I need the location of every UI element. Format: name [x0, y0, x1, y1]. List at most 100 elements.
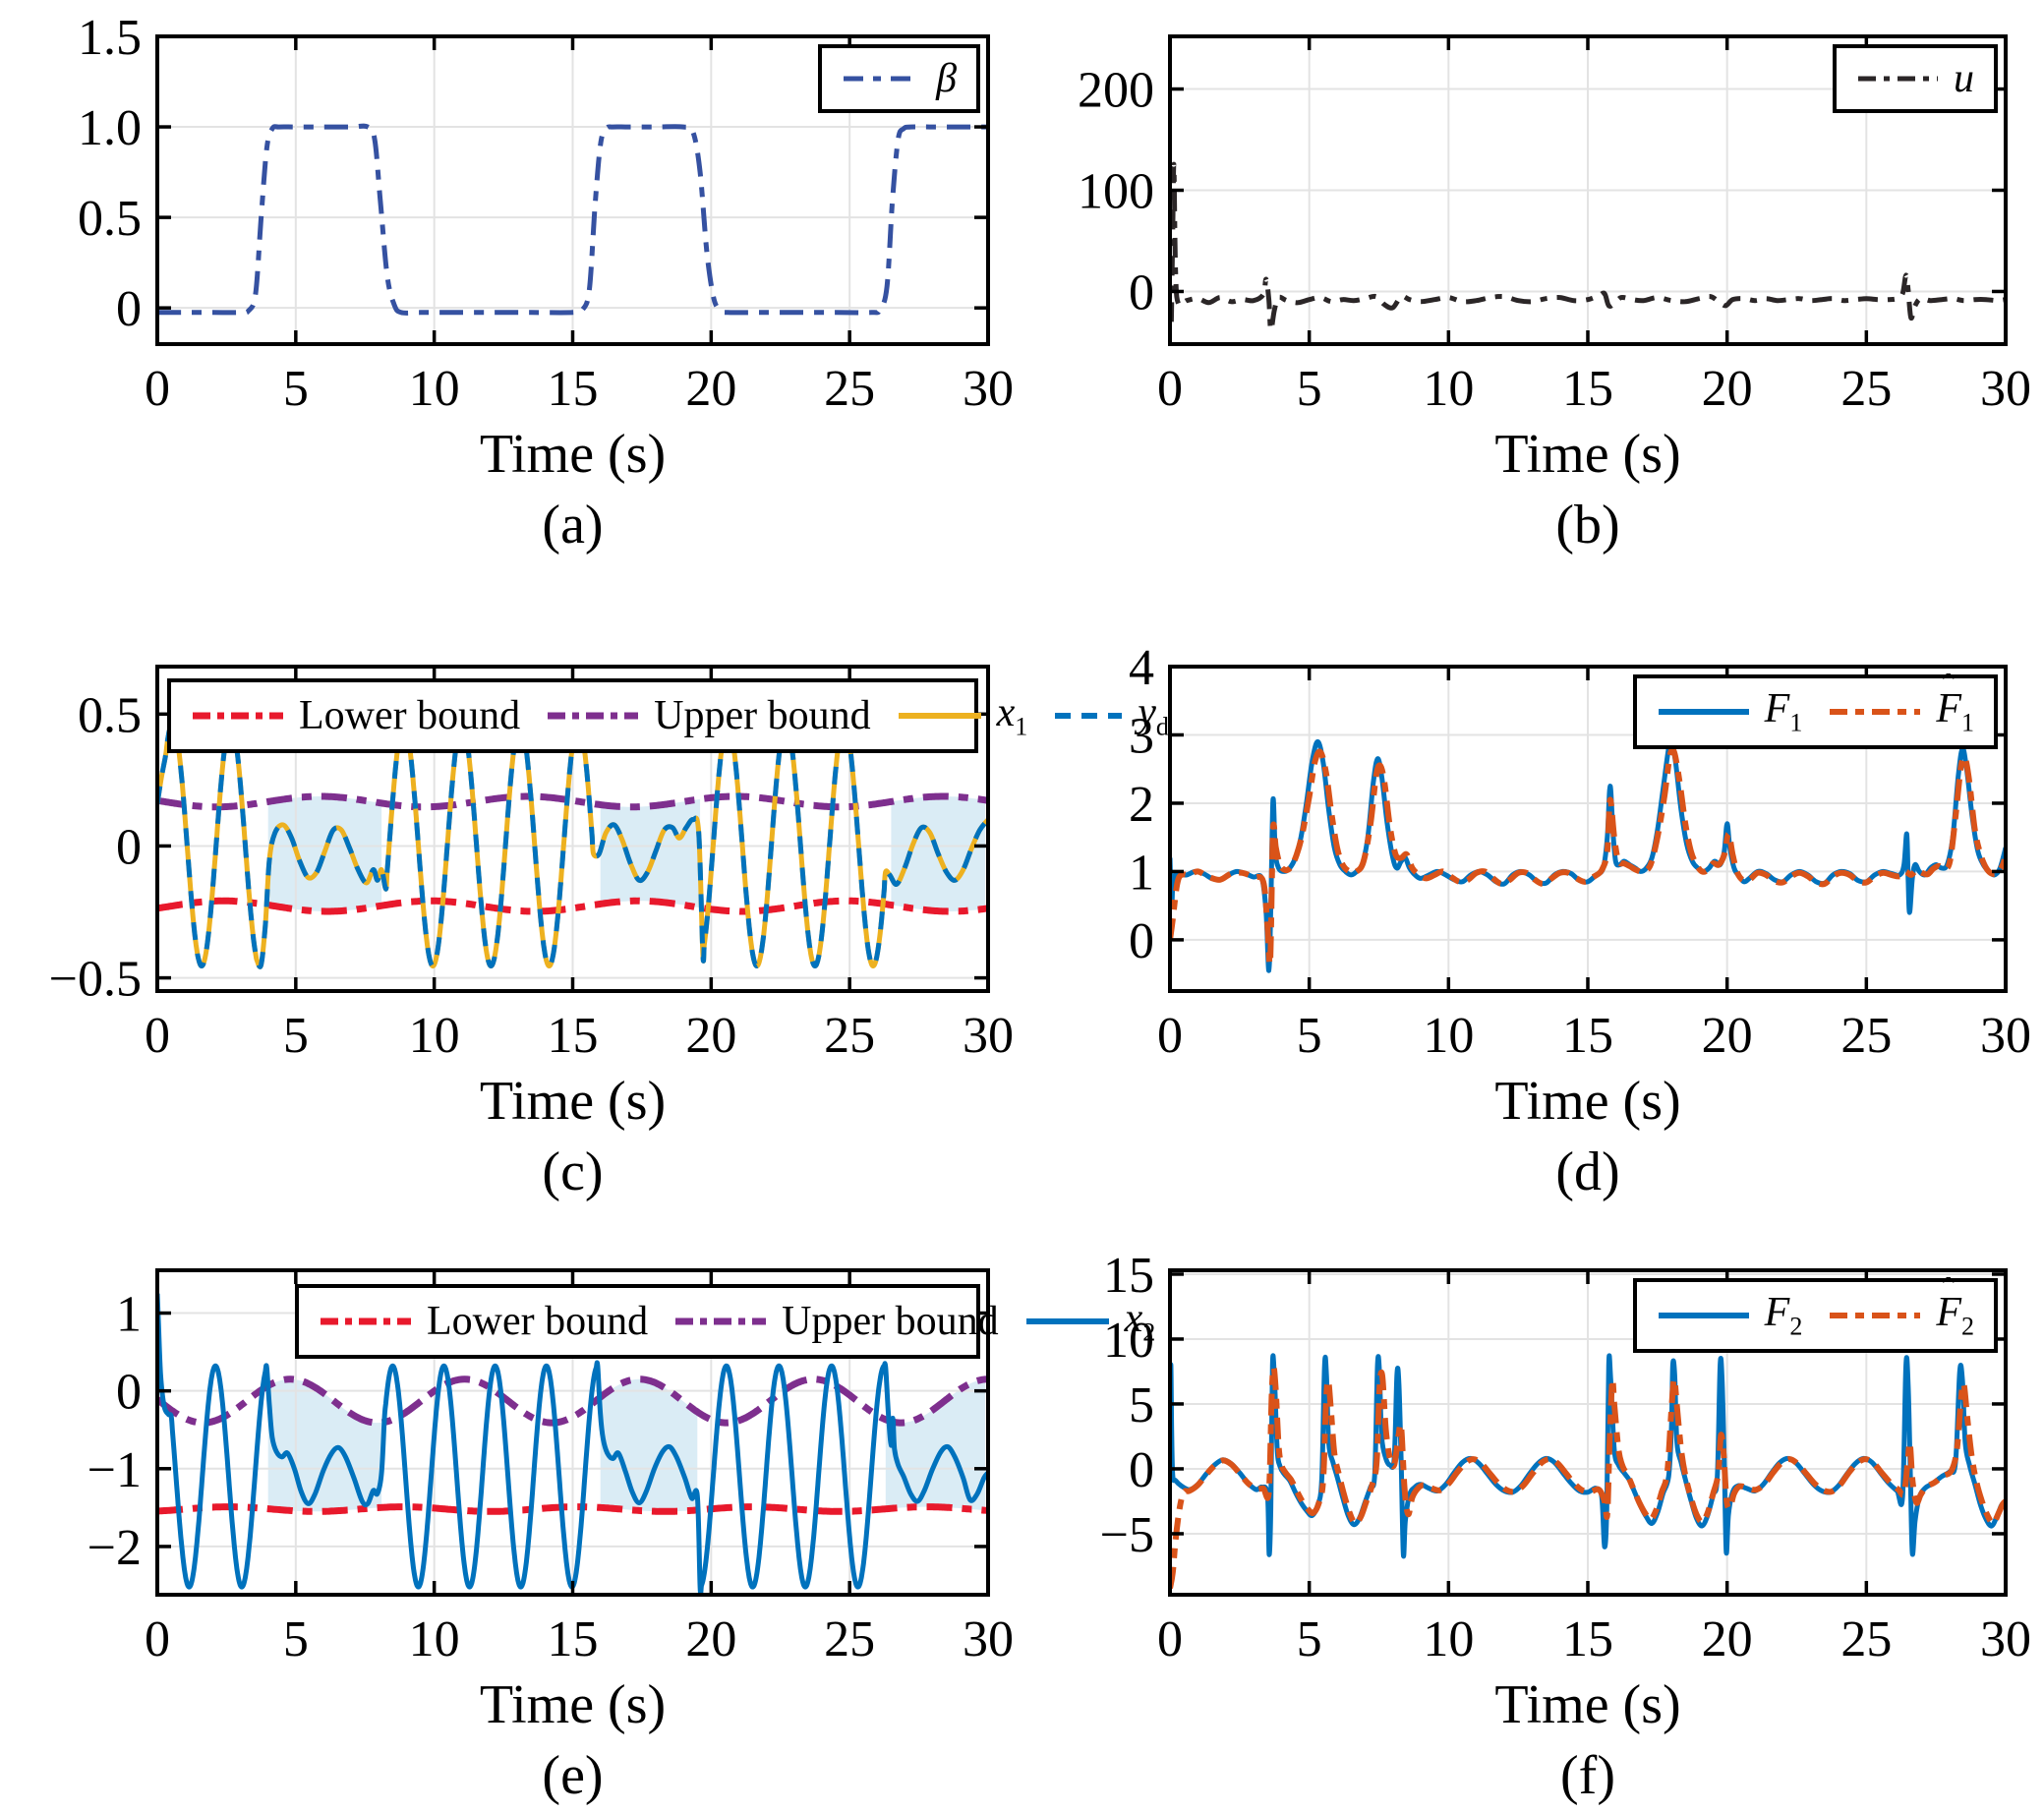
- legend-entry: F2: [1657, 1290, 1803, 1341]
- legend-entry: u: [1856, 56, 1974, 101]
- legend-entry: F1: [1657, 686, 1802, 737]
- x-tick-label: 30: [963, 1008, 1014, 1064]
- legend-label: ˆ F2: [1936, 1270, 1974, 1341]
- legend-entry: ˆ F2: [1828, 1270, 1974, 1341]
- legend-label: F2: [1764, 1290, 1803, 1341]
- legend-label: Upper bound: [654, 692, 871, 738]
- hat-accent: ˆ: [1942, 1270, 1955, 1311]
- legend-line-sample: [1055, 713, 1123, 720]
- subplot-b: 0 5 10 15 20 25 30 0 100 200 Time (s) (b) u: [1022, 0, 2044, 602]
- x-tick-label: 15: [1562, 361, 1613, 417]
- x-tick-label: 20: [1702, 361, 1753, 417]
- x-tick-label: 15: [548, 1611, 599, 1667]
- y-tick-label: −1: [88, 1442, 142, 1498]
- x-tick-label: 5: [283, 1611, 309, 1667]
- legend-label: Upper bound: [782, 1298, 999, 1344]
- legend-line-sample: [1025, 1318, 1109, 1325]
- series-ub: [156, 792, 989, 811]
- legend-line-sample: [1658, 709, 1749, 716]
- x-tick-label: 10: [409, 1611, 460, 1667]
- x-tick-label: 15: [548, 361, 599, 417]
- legend-line-sample: [898, 713, 981, 720]
- y-tick-label: 4: [1129, 640, 1154, 696]
- x-tick-label: 10: [1423, 361, 1474, 417]
- x-tick-label: 20: [1702, 1008, 1753, 1064]
- y-tick-label: 0: [1129, 913, 1154, 969]
- legend-entry: Upper bound: [546, 692, 871, 738]
- legend-line-sample: [321, 1317, 411, 1325]
- legend-line-sample: [1858, 76, 1938, 82]
- subplot-e-xlabel: Time (s): [479, 1674, 667, 1735]
- legend-entry: β: [842, 56, 957, 101]
- y-tick-label: 0.5: [78, 191, 142, 247]
- series-F1hat: [1169, 745, 2007, 967]
- y-tick-label: 2: [1129, 777, 1154, 833]
- x-tick-label: 5: [283, 361, 309, 417]
- legend-label: u: [1954, 56, 1974, 101]
- x-tick-label: 30: [1980, 361, 2031, 417]
- y-tick-label: −0.5: [49, 952, 142, 1008]
- series-u: [1169, 161, 2007, 333]
- legend-label: β: [936, 56, 957, 101]
- y-tick-label: −2: [88, 1520, 142, 1576]
- x-tick-label: 25: [824, 361, 875, 417]
- x-tick-label: 15: [1562, 1611, 1613, 1667]
- legend-label: Lower bound: [427, 1298, 649, 1344]
- x-tick-label: 0: [145, 1008, 170, 1064]
- x-tick-label: 25: [824, 1611, 875, 1667]
- y-tick-label: 0: [1129, 1442, 1154, 1498]
- x-tick-label: 10: [1423, 1008, 1474, 1064]
- series-ub: [156, 1375, 989, 1427]
- y-tick-label: 200: [1078, 63, 1154, 119]
- x-tick-label: 10: [409, 361, 460, 417]
- subplot-f-caption: (f): [1560, 1745, 1615, 1806]
- y-tick-label: 15: [1103, 1248, 1154, 1304]
- subplot-d-caption: (d): [1555, 1141, 1620, 1202]
- y-tick-label: 0: [116, 1365, 142, 1421]
- y-tick-label: 5: [1129, 1377, 1154, 1433]
- x-tick-label: 25: [1840, 361, 1892, 417]
- legend-entry: x1: [897, 690, 1027, 741]
- legend-entry: Upper bound: [673, 1298, 999, 1344]
- legend-c: Lower bound Upper bound x1 yd: [167, 678, 1169, 754]
- x-tick-label: 0: [145, 1611, 170, 1667]
- y-tick-label: 0: [116, 281, 142, 337]
- x-tick-label: 20: [685, 1611, 736, 1667]
- x-tick-label: 5: [1297, 361, 1322, 417]
- x-tick-label: 10: [1423, 1611, 1474, 1667]
- subplot-c-caption: (c): [542, 1141, 604, 1202]
- x-tick-label: 0: [1157, 1008, 1183, 1064]
- legend-label: yd: [1138, 690, 1169, 741]
- legend-entry: ˆ F1: [1828, 667, 1974, 737]
- x-tick-label: 5: [1297, 1008, 1322, 1064]
- y-tick-label: 3: [1129, 708, 1154, 764]
- y-tick-label: 0.5: [78, 687, 142, 743]
- subplot-e-caption: (e): [542, 1745, 604, 1806]
- y-tick-label: 1: [116, 1287, 142, 1343]
- legend-label: ˆ F1: [1936, 667, 1974, 737]
- legend-d: F1 ˆ F1: [1632, 667, 1998, 750]
- y-tick-label: 0: [116, 819, 142, 875]
- subplot-e: 0 5 10 15 20 25 30 −2 −1 0 1 Time (s) (e) Lower bo…: [0, 1209, 1155, 1813]
- x-tick-label: 25: [1840, 1008, 1892, 1064]
- subplot-b-canvas: 0 5 10 15 20 25 30 0 100 200: [1078, 34, 2031, 417]
- x-tick-label: 20: [685, 1008, 736, 1064]
- x-tick-label: 0: [145, 361, 170, 417]
- legend-b: u: [1833, 44, 1998, 114]
- subplot-a-caption: (a): [542, 495, 604, 556]
- x-tick-label: 25: [824, 1008, 875, 1064]
- subplot-f: 0 5 10 15 20 25 30 −5 0 5 10 15 Time (s) (f) F2 ˆ F2: [1022, 1209, 2044, 1813]
- y-tick-label: 1.5: [78, 10, 142, 66]
- x-tick-label: 0: [1157, 361, 1183, 417]
- legend-line-sample: [1658, 1313, 1749, 1319]
- y-tick-label: −5: [1100, 1507, 1154, 1563]
- x-tick-label: 15: [548, 1008, 599, 1064]
- series-x2: [156, 1293, 989, 1596]
- hat-accent: ˆ: [1942, 667, 1955, 707]
- x-tick-label: 5: [283, 1008, 309, 1064]
- y-tick-label: 1: [1129, 845, 1154, 901]
- x-tick-label: 15: [1562, 1008, 1613, 1064]
- constraint-window-shade: [600, 798, 701, 908]
- x-tick-label: 20: [685, 361, 736, 417]
- x-tick-label: 5: [1297, 1611, 1322, 1667]
